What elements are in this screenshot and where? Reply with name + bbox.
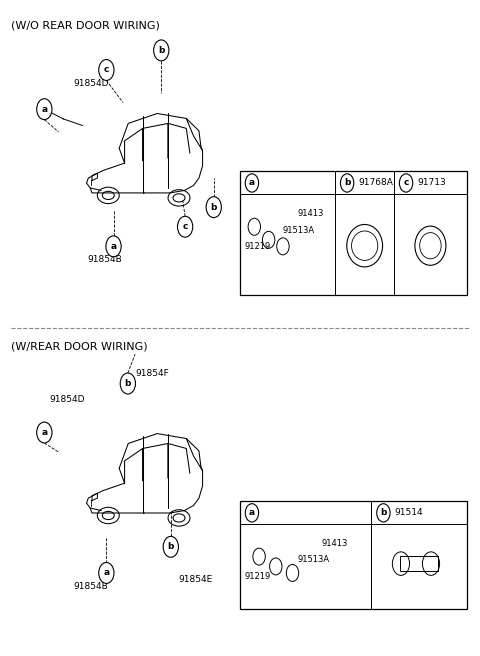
Text: 91413: 91413 [321, 539, 348, 548]
Text: a: a [110, 242, 117, 251]
Circle shape [154, 40, 169, 61]
Text: 91514: 91514 [395, 508, 423, 518]
Bar [240, 501, 467, 609]
Circle shape [99, 562, 114, 583]
Text: c: c [104, 66, 109, 75]
Circle shape [178, 216, 193, 237]
Circle shape [163, 537, 179, 558]
Circle shape [99, 60, 114, 81]
Text: (W/REAR DOOR WIRING): (W/REAR DOOR WIRING) [11, 341, 147, 351]
Text: 91768A: 91768A [358, 178, 393, 188]
Text: b: b [168, 543, 174, 551]
Text: a: a [41, 428, 48, 437]
Text: (W/O REAR DOOR WIRING): (W/O REAR DOOR WIRING) [11, 21, 160, 31]
Circle shape [245, 504, 259, 522]
Text: 91854F: 91854F [135, 369, 169, 379]
Text: b: b [158, 46, 165, 55]
Text: b: b [125, 379, 131, 388]
Circle shape [106, 236, 121, 256]
Text: 91854E: 91854E [178, 575, 212, 584]
Circle shape [36, 422, 52, 443]
Text: c: c [182, 222, 188, 232]
Circle shape [340, 174, 354, 192]
Text: 91413: 91413 [297, 209, 324, 218]
Text: a: a [249, 508, 255, 518]
Circle shape [399, 174, 413, 192]
Text: b: b [380, 508, 386, 518]
Text: 91513A: 91513A [283, 226, 315, 234]
Bar [400, 556, 438, 571]
Circle shape [36, 98, 52, 119]
Text: 91854B: 91854B [73, 581, 108, 590]
Text: b: b [211, 203, 217, 212]
Text: 91713: 91713 [417, 178, 446, 188]
Text: 91513A: 91513A [297, 556, 329, 564]
Bar [240, 171, 467, 295]
Text: 91854B: 91854B [87, 255, 122, 264]
Text: a: a [41, 105, 48, 113]
Text: 91854D: 91854D [73, 79, 108, 87]
Text: 91854D: 91854D [49, 396, 84, 404]
Text: c: c [403, 178, 409, 188]
Circle shape [120, 373, 135, 394]
Text: b: b [344, 178, 350, 188]
Circle shape [245, 174, 259, 192]
Text: 91219: 91219 [245, 242, 271, 251]
Text: 91219: 91219 [245, 572, 271, 581]
Circle shape [206, 197, 221, 218]
Text: a: a [249, 178, 255, 188]
Circle shape [377, 504, 390, 522]
Text: a: a [103, 569, 109, 577]
